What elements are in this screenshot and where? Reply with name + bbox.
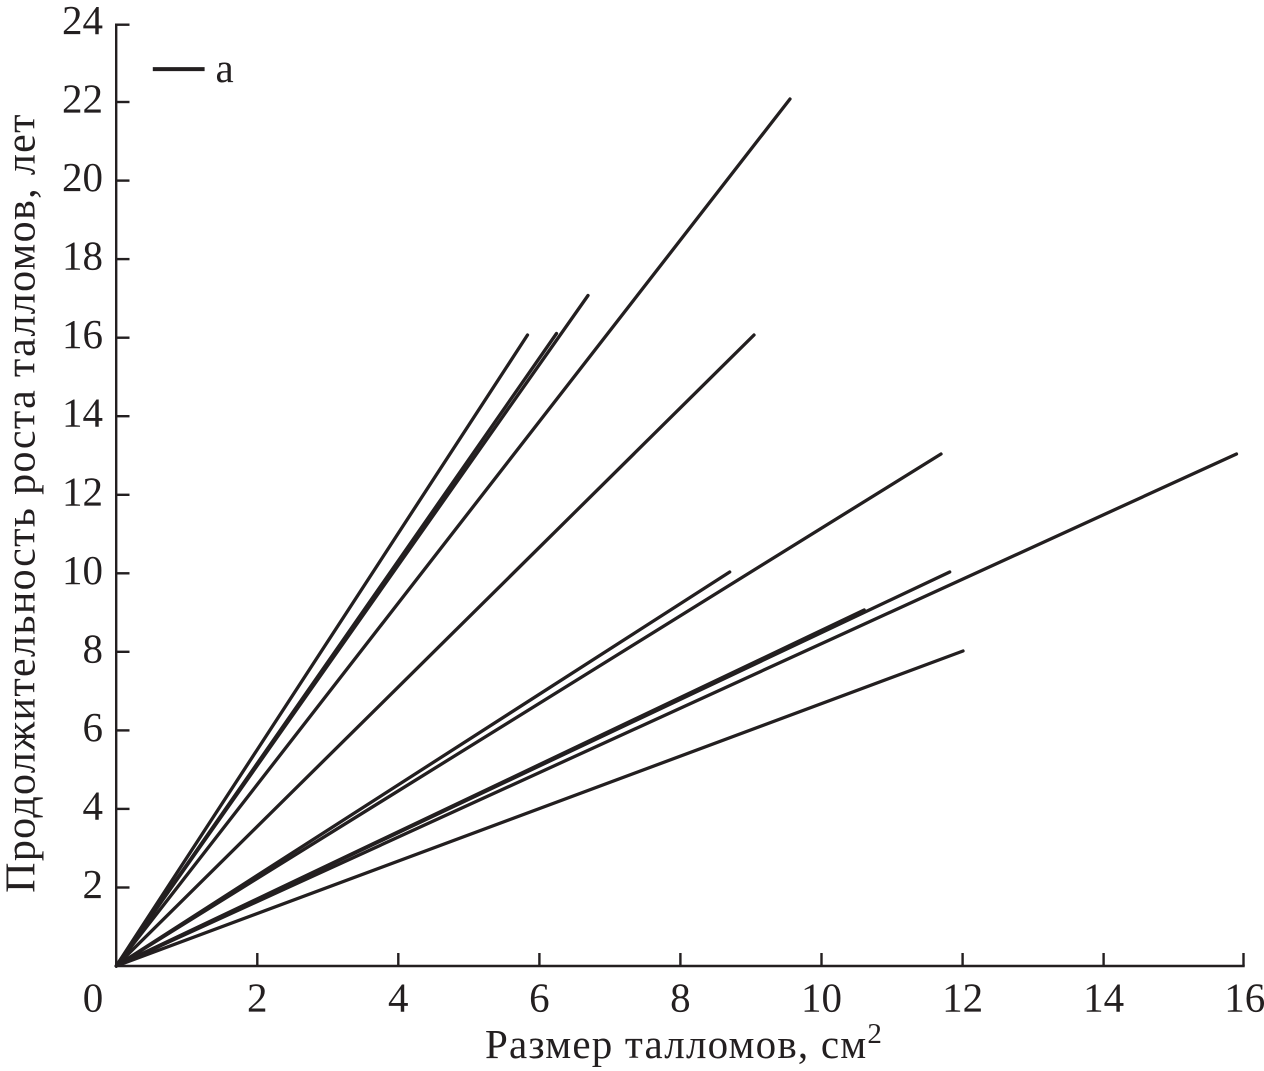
svg-text:8: 8 (670, 975, 691, 1021)
svg-text:14: 14 (62, 390, 103, 436)
svg-text:6: 6 (83, 704, 104, 750)
svg-text:4: 4 (388, 975, 409, 1021)
svg-text:2: 2 (247, 975, 268, 1021)
svg-text:а: а (216, 45, 234, 91)
svg-text:2: 2 (83, 861, 104, 907)
svg-text:16: 16 (1224, 975, 1264, 1021)
svg-text:22: 22 (62, 76, 103, 122)
svg-text:16: 16 (62, 311, 103, 357)
svg-text:6: 6 (529, 975, 550, 1021)
svg-text:24: 24 (62, 0, 103, 43)
svg-text:14: 14 (1083, 975, 1124, 1021)
svg-text:4: 4 (83, 782, 104, 828)
svg-text:8: 8 (83, 625, 104, 671)
svg-text:Размер талломов, см2: Размер талломов, см2 (485, 1018, 883, 1067)
svg-text:18: 18 (62, 233, 103, 279)
svg-text:Продолжительность роста таллом: Продолжительность роста талломов, лет (0, 113, 45, 893)
svg-text:12: 12 (942, 975, 983, 1021)
svg-text:20: 20 (62, 154, 103, 200)
svg-text:10: 10 (801, 975, 842, 1021)
svg-text:10: 10 (62, 547, 103, 593)
svg-text:12: 12 (62, 468, 103, 514)
svg-text:0: 0 (83, 975, 104, 1021)
